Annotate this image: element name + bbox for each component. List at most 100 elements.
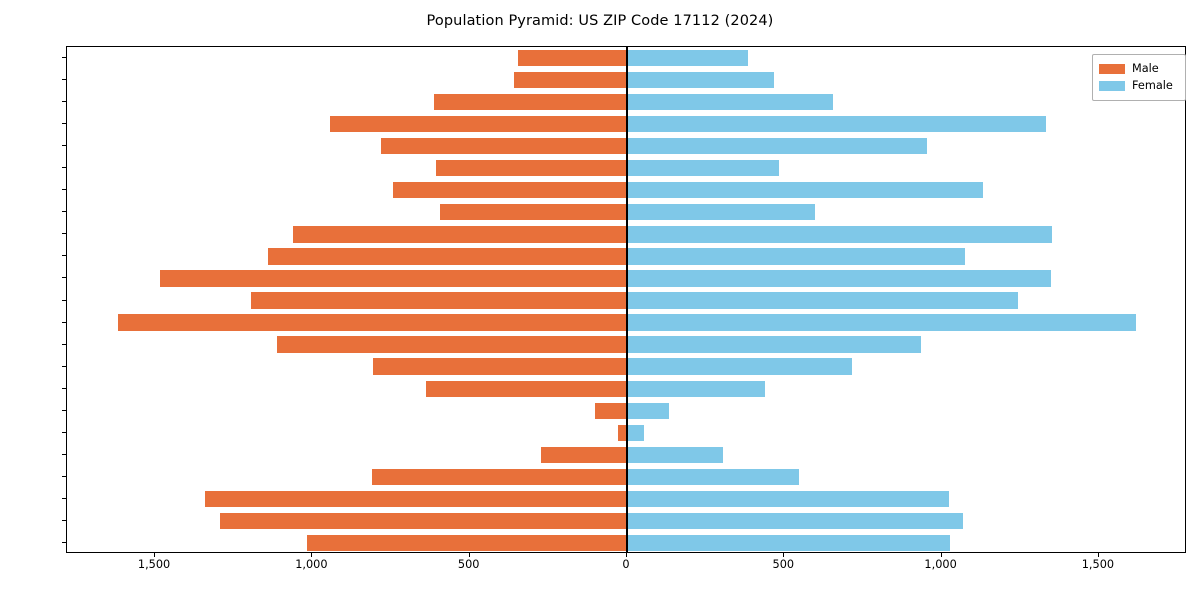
y-tick-mark: [62, 101, 66, 103]
bar-female: [627, 512, 964, 530]
y-tick-mark: [62, 519, 66, 521]
bar-male: [292, 226, 627, 243]
bar-male: [204, 490, 627, 508]
y-tick-mark: [62, 277, 66, 279]
bars-layer: [67, 47, 1185, 552]
bar-male: [267, 248, 627, 265]
x-tick-mark: [311, 553, 313, 557]
bar-row: [67, 490, 1185, 508]
bar-male: [118, 314, 627, 331]
bar-female: [627, 314, 1137, 331]
legend-item-female: Female: [1099, 77, 1179, 94]
x-tick-label: 1,500: [1081, 558, 1115, 571]
bar-male: [219, 512, 627, 530]
legend-label-female: Female: [1132, 79, 1173, 92]
bar-female: [627, 71, 774, 89]
y-tick-mark: [62, 79, 66, 81]
legend-item-male: Male: [1099, 60, 1179, 77]
bar-female: [627, 336, 922, 353]
x-tick-label: 0: [622, 558, 630, 571]
bar-row: [67, 402, 1185, 419]
bar-male: [276, 336, 627, 353]
y-tick-mark: [62, 431, 66, 433]
bar-female: [627, 248, 966, 265]
bar-female: [627, 534, 951, 552]
legend-swatch-female: [1099, 80, 1125, 91]
bar-female: [627, 446, 723, 463]
bar-row: [67, 270, 1185, 287]
x-tick-label: 1,500: [137, 558, 171, 571]
x-tick-label: 1,000: [295, 558, 328, 571]
x-tick-label: 500: [457, 558, 480, 571]
bar-female: [627, 424, 644, 441]
bar-row: [67, 204, 1185, 221]
bar-female: [627, 204, 816, 221]
y-tick-mark: [62, 123, 66, 125]
y-tick-mark: [62, 497, 66, 499]
x-tick-mark: [940, 553, 942, 557]
bar-female: [627, 138, 928, 155]
bar-row: [67, 248, 1185, 265]
bar-row: [67, 358, 1185, 375]
bar-row: [67, 380, 1185, 397]
bar-row: [67, 138, 1185, 155]
bar-row: [67, 226, 1185, 243]
y-tick-mark: [62, 299, 66, 301]
bar-row: [67, 336, 1185, 353]
y-tick-mark: [62, 365, 66, 367]
bar-male: [329, 115, 627, 133]
bar-male: [250, 292, 627, 309]
bar-male: [433, 93, 627, 111]
bar-female: [627, 358, 852, 375]
zero-axis-line: [626, 47, 628, 552]
bar-male: [541, 446, 627, 463]
bar-female: [627, 490, 950, 508]
bar-row: [67, 314, 1185, 331]
bar-male: [426, 380, 627, 397]
bar-male: [159, 270, 627, 287]
bar-female: [627, 402, 669, 419]
bar-row: [67, 49, 1185, 67]
bar-male: [306, 534, 627, 552]
bar-female: [627, 226, 1053, 243]
y-tick-mark: [62, 387, 66, 389]
y-tick-mark: [62, 255, 66, 257]
bar-female: [627, 49, 748, 67]
bar-row: [67, 71, 1185, 89]
bar-male: [440, 204, 627, 221]
chart-legend: Male Female: [1092, 54, 1186, 101]
x-tick-label: 1,000: [924, 558, 957, 571]
bar-row: [67, 468, 1185, 485]
bar-female: [627, 380, 765, 397]
y-tick-mark: [62, 233, 66, 235]
bar-female: [627, 270, 1052, 287]
bar-row: [67, 446, 1185, 463]
y-axis: 85+80-8475-7970-7467-6965-6662-6460-6155…: [0, 0, 66, 600]
y-tick-mark: [62, 343, 66, 345]
bar-male: [518, 49, 627, 67]
y-tick-mark: [62, 211, 66, 213]
bar-male: [373, 358, 627, 375]
legend-label-male: Male: [1132, 62, 1159, 75]
bar-female: [627, 160, 779, 177]
y-tick-mark: [62, 453, 66, 455]
chart-title: Population Pyramid: US ZIP Code 17112 (2…: [426, 13, 774, 29]
y-tick-mark: [62, 409, 66, 411]
y-tick-mark: [62, 57, 66, 59]
bar-row: [67, 93, 1185, 111]
y-tick-mark: [62, 145, 66, 147]
x-tick-mark: [783, 553, 785, 557]
x-tick-label: 500: [772, 558, 795, 571]
bar-row: [67, 115, 1185, 133]
bar-row: [67, 182, 1185, 199]
bar-male: [372, 468, 627, 485]
x-tick-mark: [154, 553, 156, 557]
y-tick-mark: [62, 189, 66, 191]
bar-male: [617, 424, 627, 441]
legend-swatch-male: [1099, 63, 1125, 74]
x-tick-mark: [626, 553, 627, 557]
bar-female: [627, 93, 834, 111]
bar-female: [627, 292, 1019, 309]
